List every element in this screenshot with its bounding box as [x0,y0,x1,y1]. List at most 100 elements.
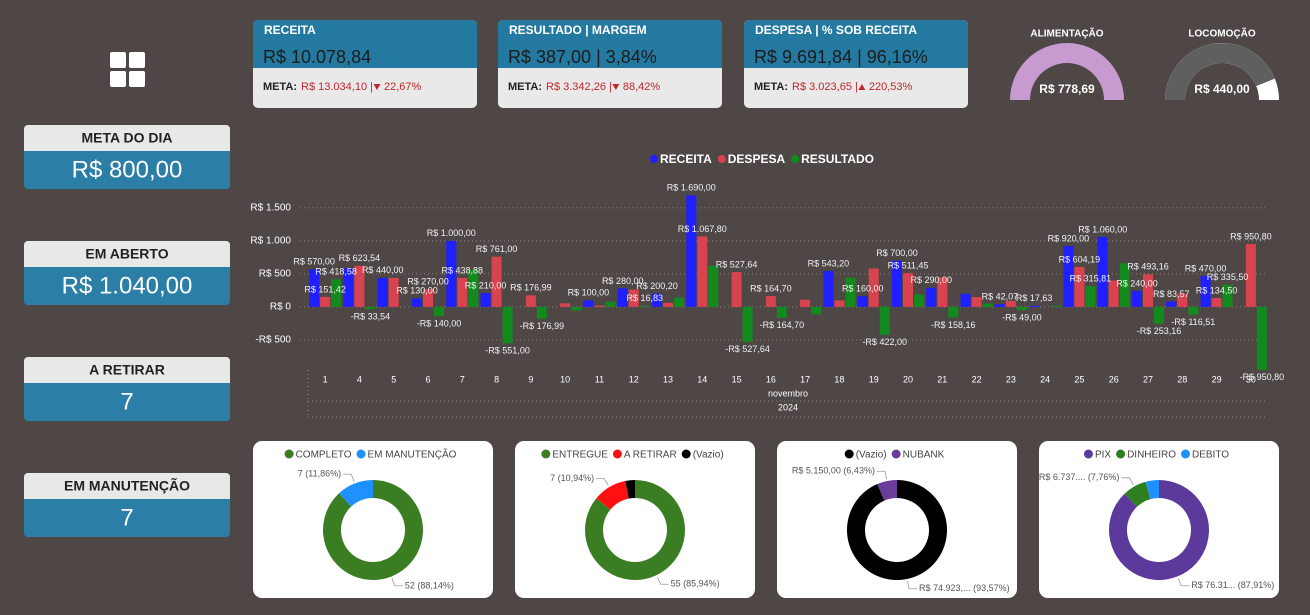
legend-label: ENTREGUE [552,450,608,461]
card-value: R$ 1.040,00 [62,272,193,299]
bar [343,267,354,307]
bar [971,297,982,307]
donut-card: R$ 76.31... (87,91%) R$ 6.737.... (7,76%)… [1039,441,1279,598]
bar [354,265,365,307]
x-tick-label: 14 [697,374,707,384]
bar [1245,244,1256,307]
x-tick-label: 6 [425,374,430,384]
x-tick-label: 1 [323,374,328,384]
value-label: R$ 83,57 [1153,289,1190,299]
legend-marker [649,155,658,163]
bar [892,260,902,307]
value-label: R$ 440,00 [362,265,404,275]
bar [1051,305,1062,307]
value-label: -R$ 253,16 [1137,326,1182,336]
icon-square [129,52,145,68]
bar [960,293,971,307]
legend-label: A RETIRAR [624,450,677,461]
value-label: R$ 511,45 [888,261,929,271]
value-label: R$ 315,81 [1070,273,1112,283]
bar [457,277,468,307]
kpi-value: R$ 387,00 | 3,84% [508,47,657,67]
legend-marker [791,155,800,163]
x-tick-label: 7 [460,374,465,384]
bar [1222,284,1233,307]
donut-slice [847,480,948,580]
bar [377,277,388,307]
card-value: 7 [120,504,133,531]
kpi-card: RESULTADO | MARGEM R$ 387,00 | 3,84% META:… [498,20,722,108]
bar [697,236,708,307]
value-label: -R$ 176,99 [520,321,565,331]
y-tick-label: R$ 500 [259,269,292,280]
leader-line [656,576,669,585]
kpi-top [498,20,722,68]
bar [388,277,399,307]
card-header-bg [24,491,230,499]
x-tick-label: 19 [869,374,879,384]
kpi-meta-value: R$ 13.034,10 | [301,81,373,93]
y-tick-label: R$ 1.500 [250,202,291,213]
donut-slice [877,480,897,501]
trend-arrow [858,84,866,90]
card-bg [515,441,755,598]
donut-slice [323,480,423,580]
bar [617,288,628,307]
bar [914,294,924,307]
bar [491,256,502,307]
icon-square [110,71,126,87]
card-label: META DO DIA [82,130,173,146]
card-bg [253,441,493,598]
menu-icon[interactable] [110,52,145,87]
value-label: R$ 200,20 [636,281,678,291]
x-tick-label: 11 [595,374,604,384]
bar [468,269,479,307]
value-label: R$ 151,42 [304,284,346,294]
value-label: -R$ 158,16 [931,320,976,330]
donut-card: 52 (88,14%) 7 (11,86%) COMPLETO EM MANUTENÇ… [253,441,493,598]
value-label: R$ 176,99 [510,283,552,293]
bar [1211,298,1222,307]
legend: COMPLETO EM MANUTENÇÃO [284,448,457,461]
x-group-label: 2024 [778,402,798,412]
kpi-title: RECEITA [264,23,316,37]
legend-label: PIX [1095,450,1111,461]
side-card: EM MANUTENÇÃO 7 [24,473,230,537]
bar [1108,280,1119,307]
donut-slice [1109,480,1209,580]
legend-marker [356,449,366,459]
y-tick-label: R$ 1.000 [250,235,291,246]
legend-label: EM MANUTENÇÃO [368,448,457,461]
kpi-meta-line: META: R$ 3.023,65 | [754,81,858,93]
bar [857,296,868,307]
kpi-card: DESPESA | % SOB RECEITA R$ 9.691,84 | 96,… [744,20,968,108]
bar [845,277,856,307]
x-tick-label: 17 [800,374,810,384]
value-label: R$ 700,00 [876,248,918,258]
bar [1085,286,1096,307]
bar [868,268,879,307]
bar [1132,291,1142,307]
value-label: R$ 160,00 [842,284,884,294]
bar [1256,306,1267,370]
legend-marker [717,155,726,163]
value-label: R$ 100,00 [568,288,610,298]
donut-card: R$ 74.923,... (93,57%) R$ 5.150,00 (6,43%… [777,441,1017,598]
value-label: R$ 570,00 [293,257,335,267]
slice-label: R$ 6.737.... (7,76%) [1039,472,1120,482]
kpi-change: 220,53% [869,81,913,93]
legend-label: RESULTADO [801,152,874,166]
bar [731,272,742,307]
bar [583,300,594,307]
y-tick-label: -R$ 500 [255,335,291,346]
value-label: R$ 493,16 [1127,262,1169,272]
kpi-top [253,20,477,68]
bar [776,306,787,318]
kpi-meta-line: META: R$ 13.034,10 | [263,81,373,93]
bar [811,306,822,315]
kpi-top [744,60,968,68]
card-header-bg [24,143,230,151]
x-tick-label: 18 [834,374,844,384]
x-tick-label: 24 [1040,374,1050,384]
